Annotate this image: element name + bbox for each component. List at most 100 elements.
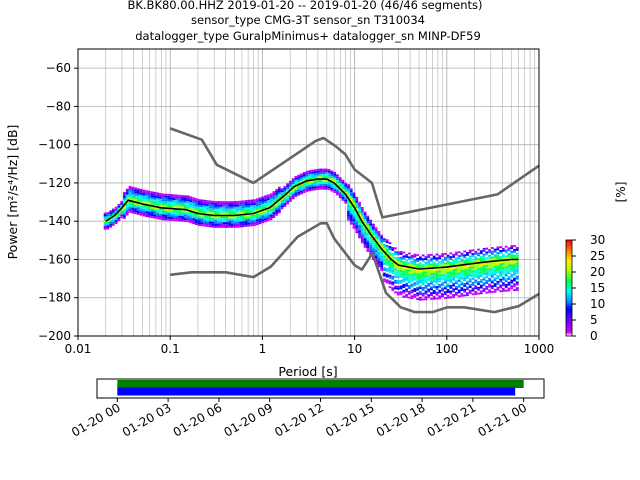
psd-cell bbox=[383, 247, 386, 250]
psd-cell bbox=[457, 285, 461, 288]
psd-cell bbox=[452, 267, 455, 270]
ppsd-plot: 0.01 0.1 1 10 100 1000 −60−80−100−120−140−160… bbox=[5, 48, 554, 379]
psd-cell bbox=[330, 174, 334, 177]
psd-cell bbox=[402, 268, 406, 271]
psd-cell bbox=[308, 172, 312, 174]
psd-cell bbox=[289, 192, 292, 195]
psd-cell bbox=[236, 200, 240, 203]
psd-cell bbox=[272, 198, 276, 201]
psd-cell bbox=[186, 199, 190, 202]
psd-cell bbox=[338, 182, 342, 185]
psd-cell bbox=[170, 215, 173, 218]
psd-cell bbox=[183, 206, 187, 209]
psd-cell bbox=[466, 253, 469, 256]
psd-cell bbox=[211, 225, 215, 228]
psd-cell bbox=[217, 201, 220, 204]
psd-cell bbox=[499, 257, 503, 260]
psd-cell bbox=[446, 283, 450, 286]
psd-cell bbox=[161, 193, 165, 196]
psd-cell bbox=[250, 199, 254, 202]
psd-cell bbox=[352, 223, 356, 225]
psd-cell bbox=[463, 269, 467, 272]
psd-cell bbox=[347, 189, 350, 192]
psd-cell bbox=[170, 201, 173, 204]
psd-cell bbox=[253, 220, 256, 223]
psd-cell bbox=[117, 215, 121, 218]
psd-cell bbox=[405, 255, 408, 258]
psd-cell bbox=[189, 215, 193, 218]
psd-cell bbox=[504, 285, 508, 288]
psd-cell bbox=[369, 242, 373, 245]
psd-cell bbox=[457, 289, 461, 292]
psd-cell bbox=[488, 270, 491, 273]
psd-cell bbox=[394, 268, 397, 271]
psd-cell bbox=[258, 206, 262, 209]
psd-cell bbox=[206, 207, 209, 210]
psd-cell bbox=[330, 189, 334, 192]
psd-cell bbox=[349, 195, 353, 198]
psd-cell bbox=[347, 193, 350, 196]
psd-cell bbox=[471, 260, 475, 263]
psd-cell bbox=[153, 211, 157, 213]
psd-cell bbox=[120, 200, 124, 203]
psd-cell bbox=[156, 209, 160, 212]
psd-cell bbox=[344, 186, 348, 189]
psd-cell bbox=[203, 217, 207, 219]
psd-cell bbox=[123, 201, 126, 204]
psd-cell bbox=[513, 250, 516, 253]
psd-cell bbox=[319, 168, 323, 171]
psd-cell bbox=[123, 195, 126, 198]
psd-cell bbox=[479, 269, 483, 272]
psd-cell bbox=[502, 284, 505, 287]
psd-cell bbox=[419, 273, 422, 276]
psd-cell bbox=[468, 284, 472, 287]
psd-cell bbox=[507, 268, 511, 271]
psd-cell bbox=[222, 222, 226, 225]
psd-cell bbox=[134, 193, 137, 196]
psd-cell bbox=[206, 203, 209, 206]
psd-cell bbox=[363, 240, 367, 243]
psd-cell bbox=[410, 256, 414, 259]
psd-cell bbox=[147, 213, 151, 216]
psd-cell bbox=[419, 258, 422, 261]
psd-cell bbox=[203, 199, 207, 202]
psd-cell bbox=[427, 288, 431, 291]
psd-cell bbox=[219, 201, 223, 204]
psd-cell bbox=[145, 209, 148, 212]
psd-cell bbox=[479, 263, 483, 266]
psd-cell bbox=[385, 248, 389, 251]
psd-cell bbox=[435, 268, 439, 271]
psd-cell bbox=[242, 200, 245, 203]
psd-cell bbox=[136, 191, 140, 194]
psd-cell bbox=[504, 245, 508, 248]
psd-cell bbox=[347, 184, 350, 187]
psd-cell bbox=[504, 278, 508, 281]
psd-cell bbox=[291, 183, 295, 186]
psd-cell bbox=[463, 265, 467, 268]
psd-cell bbox=[170, 197, 173, 200]
psd-cell bbox=[391, 289, 395, 292]
psd-cell bbox=[167, 195, 171, 198]
psd-cell bbox=[493, 267, 497, 270]
psd-cell bbox=[399, 266, 403, 269]
psd-cell bbox=[513, 269, 516, 272]
psd-cell bbox=[217, 216, 220, 219]
psd-cell bbox=[128, 187, 132, 190]
psd-cell bbox=[466, 276, 469, 279]
psd-cell bbox=[424, 277, 428, 280]
psd-cell bbox=[305, 184, 309, 187]
psd-cell bbox=[147, 190, 151, 193]
psd-cell bbox=[366, 223, 370, 226]
psd-cell bbox=[181, 194, 184, 197]
psd-cell bbox=[145, 213, 148, 216]
psd-cell bbox=[457, 270, 461, 273]
psd-cell bbox=[449, 296, 453, 299]
psd-cell bbox=[388, 253, 392, 256]
psd-cell bbox=[457, 266, 461, 269]
psd-cell bbox=[399, 251, 403, 253]
psd-cell bbox=[341, 185, 345, 188]
psd-cell bbox=[490, 256, 494, 259]
psd-cell bbox=[228, 216, 231, 219]
psd-cell bbox=[407, 296, 411, 299]
psd-cell bbox=[156, 207, 160, 210]
